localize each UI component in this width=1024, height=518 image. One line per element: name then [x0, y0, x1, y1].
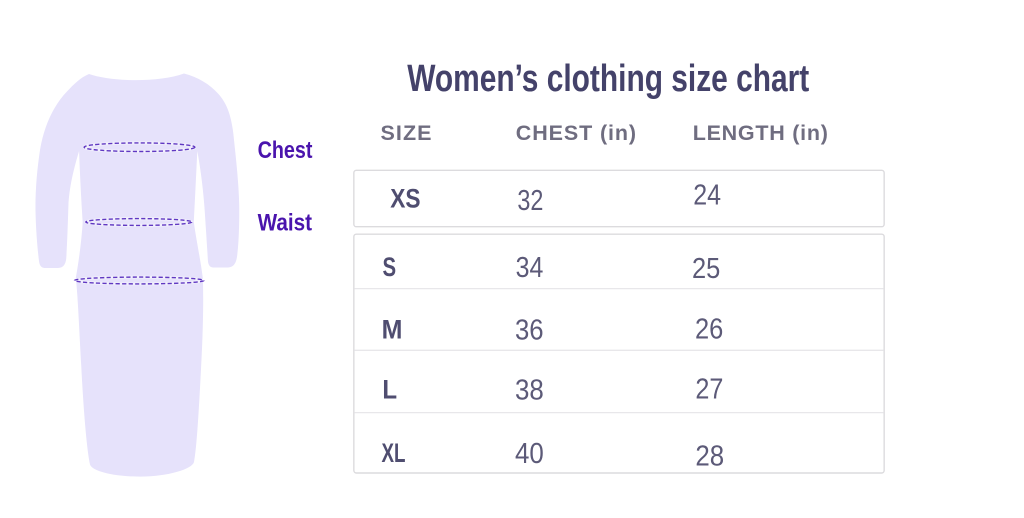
svg-text:CHEST (in): CHEST (in): [516, 121, 636, 145]
svg-text:S: S: [383, 252, 397, 282]
svg-text:Waist: Waist: [258, 210, 312, 237]
svg-text:M: M: [382, 315, 403, 345]
svg-text:XS: XS: [390, 184, 420, 214]
svg-text:34: 34: [516, 252, 544, 284]
svg-text:36: 36: [515, 314, 544, 346]
svg-text:40: 40: [515, 438, 544, 470]
svg-text:38: 38: [515, 374, 544, 406]
svg-text:27: 27: [695, 374, 723, 406]
svg-text:Chest: Chest: [258, 137, 313, 164]
svg-text:32: 32: [517, 185, 543, 217]
svg-text:L: L: [382, 375, 397, 405]
svg-text:XL: XL: [382, 438, 406, 468]
svg-text:28: 28: [695, 440, 724, 472]
svg-text:Women’s clothing size chart: Women’s clothing size chart: [407, 57, 809, 100]
svg-text:24: 24: [693, 180, 721, 212]
svg-text:26: 26: [695, 314, 723, 346]
svg-text:25: 25: [692, 253, 720, 285]
svg-text:SIZE: SIZE: [381, 121, 432, 145]
svg-text:LENGTH (in): LENGTH (in): [693, 121, 828, 145]
